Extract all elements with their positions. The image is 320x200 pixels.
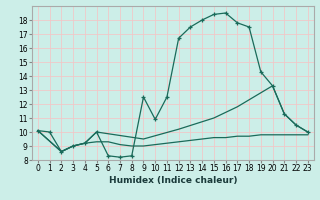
X-axis label: Humidex (Indice chaleur): Humidex (Indice chaleur) (108, 176, 237, 185)
